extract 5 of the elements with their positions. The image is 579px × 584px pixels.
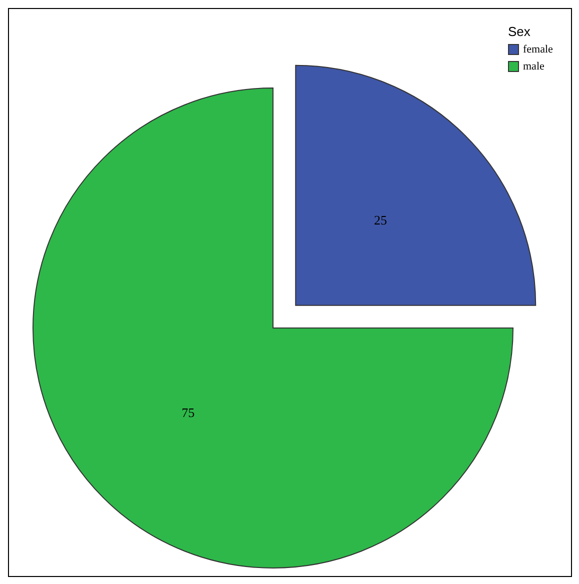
data-label: 75 <box>182 404 195 420</box>
legend-label: female <box>523 44 554 56</box>
legend-label: male <box>523 60 544 72</box>
legend-title: Sex <box>508 24 531 39</box>
data-label: 25 <box>374 212 387 228</box>
